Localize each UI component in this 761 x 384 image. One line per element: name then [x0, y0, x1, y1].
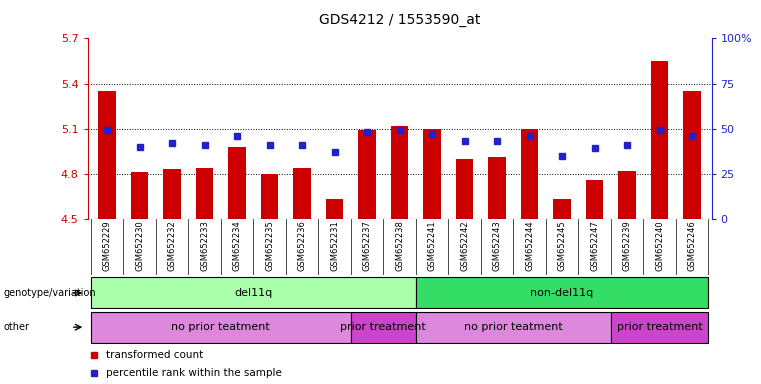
Text: GSM652235: GSM652235 — [265, 220, 274, 271]
Bar — [196, 168, 213, 219]
Bar — [326, 199, 343, 219]
Bar — [98, 91, 116, 219]
Text: GSM652241: GSM652241 — [428, 220, 437, 271]
Text: GSM652239: GSM652239 — [622, 220, 632, 271]
Text: GSM652236: GSM652236 — [298, 220, 307, 271]
Text: percentile rank within the sample: percentile rank within the sample — [107, 367, 282, 377]
Text: genotype/variation: genotype/variation — [4, 288, 97, 298]
Text: non-del11q: non-del11q — [530, 288, 594, 298]
Text: prior treatment: prior treatment — [616, 322, 702, 333]
Text: GSM652229: GSM652229 — [103, 220, 112, 271]
Bar — [260, 174, 279, 219]
Text: GSM652243: GSM652243 — [492, 220, 501, 271]
Bar — [163, 169, 181, 219]
Bar — [358, 130, 376, 219]
Text: GSM652232: GSM652232 — [167, 220, 177, 271]
Bar — [390, 126, 409, 219]
Text: GDS4212 / 1553590_at: GDS4212 / 1553590_at — [319, 13, 480, 27]
Text: GSM652233: GSM652233 — [200, 220, 209, 271]
Bar — [228, 147, 246, 219]
Bar — [91, 312, 351, 343]
Text: GSM652234: GSM652234 — [233, 220, 241, 271]
Bar — [131, 172, 148, 219]
Text: other: other — [4, 322, 30, 332]
Text: GSM652240: GSM652240 — [655, 220, 664, 271]
Text: GSM652237: GSM652237 — [362, 220, 371, 271]
Bar — [586, 180, 603, 219]
Bar — [416, 277, 708, 308]
Text: no prior teatment: no prior teatment — [171, 322, 270, 333]
Bar — [293, 168, 311, 219]
Text: GSM652242: GSM652242 — [460, 220, 469, 271]
Bar — [618, 171, 636, 219]
Bar — [521, 129, 539, 219]
Text: prior treatment: prior treatment — [340, 322, 426, 333]
Bar — [351, 312, 416, 343]
Text: GSM652245: GSM652245 — [558, 220, 566, 271]
Bar — [611, 312, 708, 343]
Text: GSM652231: GSM652231 — [330, 220, 339, 271]
Text: GSM652238: GSM652238 — [395, 220, 404, 271]
Text: GSM652230: GSM652230 — [135, 220, 144, 271]
Bar — [456, 159, 473, 219]
Bar — [91, 277, 416, 308]
Bar — [553, 199, 571, 219]
Bar — [651, 61, 668, 219]
Bar — [488, 157, 506, 219]
Text: no prior teatment: no prior teatment — [464, 322, 562, 333]
Text: del11q: del11q — [234, 288, 272, 298]
Bar — [416, 312, 611, 343]
Text: GSM652247: GSM652247 — [590, 220, 599, 271]
Bar — [683, 91, 701, 219]
Text: GSM652246: GSM652246 — [687, 220, 696, 271]
Text: GSM652244: GSM652244 — [525, 220, 534, 271]
Text: transformed count: transformed count — [107, 350, 203, 360]
Bar — [423, 129, 441, 219]
